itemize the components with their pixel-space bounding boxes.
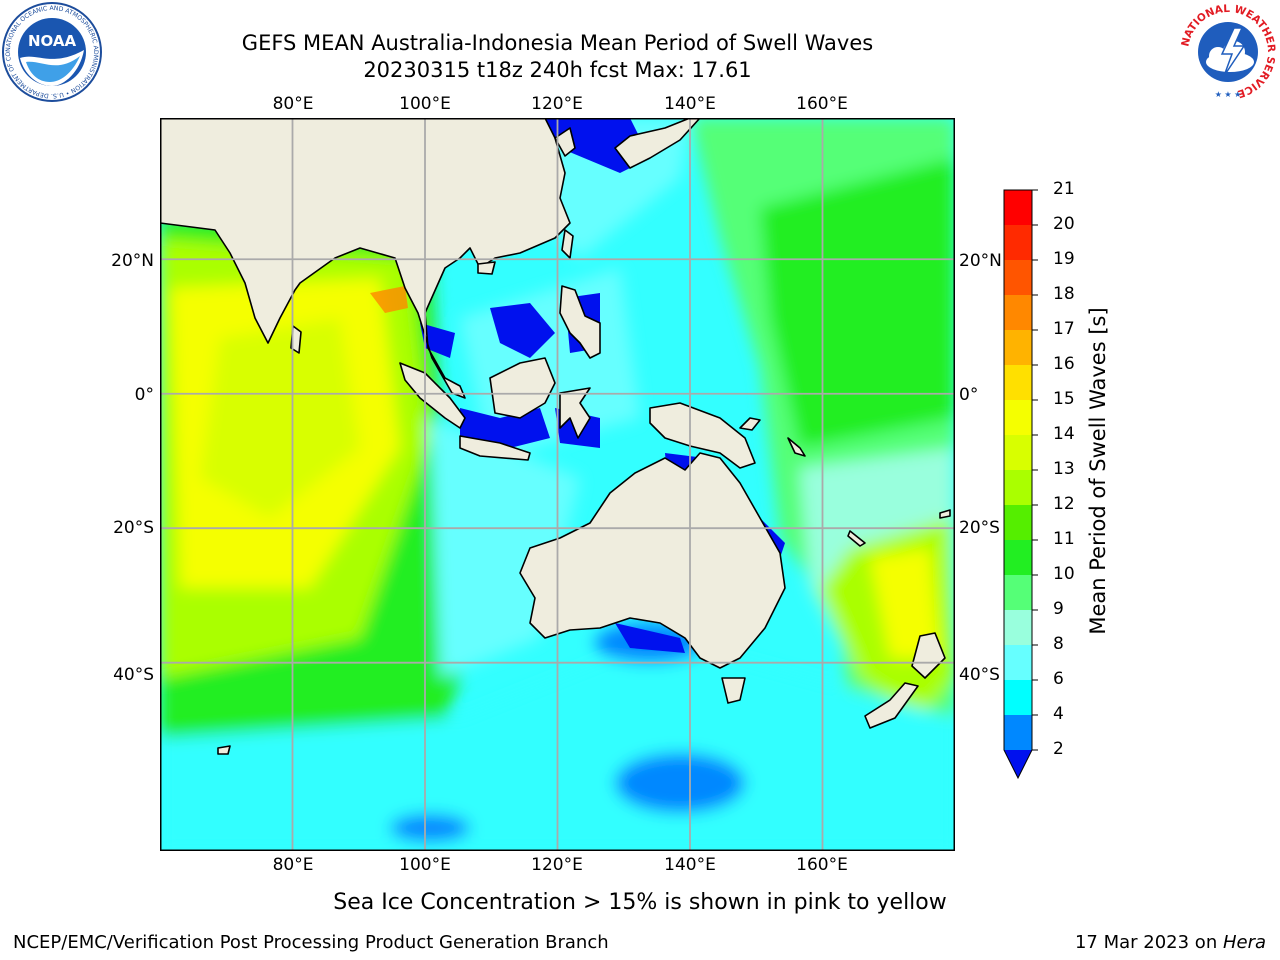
colorbar-tick-label: 4	[1053, 704, 1064, 724]
colorbar-bin-9-10	[1004, 575, 1032, 611]
colorbar-tick-label: 15	[1053, 389, 1075, 409]
colorbar-tick-label: 12	[1053, 494, 1075, 514]
left-lat-label-20n: 20°N	[111, 251, 154, 271]
colorbar-bin-2-4	[1004, 715, 1032, 751]
footer-host: Hera	[1222, 932, 1266, 953]
chart-title: GEFS MEAN Australia-Indonesia Mean Perio…	[241, 31, 874, 55]
sea-ice-note: Sea Ice Concentration > 15% is shown in …	[333, 890, 947, 915]
colorbar-bin-18-19	[1004, 260, 1032, 296]
noaa-logo: NATIONAL OCEANIC AND ATMOSPHERIC ADMINIS…	[2, 2, 102, 102]
top-lon-label-80: 80°E	[272, 94, 314, 114]
colorbar-bin-6-8	[1004, 645, 1032, 681]
colorbar-bin-20-21	[1004, 190, 1032, 226]
left-lat-label-40s: 40°S	[113, 665, 154, 685]
colorbar-tick-label: 11	[1053, 529, 1075, 549]
colorbar-tick-label: 19	[1053, 249, 1075, 269]
colorbar	[1003, 189, 1038, 780]
colorbar-tick-label: 16	[1053, 354, 1075, 374]
colorbar-tick-label: 9	[1053, 599, 1064, 619]
top-lon-label-120: 120°E	[531, 94, 583, 114]
colorbar-bin-12-13	[1004, 470, 1032, 506]
colorbar-bin-8-9	[1004, 610, 1032, 646]
colorbar-tick-label: 14	[1053, 424, 1075, 444]
colorbar-tick-label: 10	[1053, 564, 1075, 584]
bottom-lon-label-120: 120°E	[531, 855, 583, 875]
top-lon-label-140: 140°E	[664, 94, 716, 114]
noaa-logo-text: NOAA	[28, 32, 77, 50]
colorbar-tick-label: 2	[1053, 739, 1064, 759]
colorbar-tick-label: 17	[1053, 319, 1075, 339]
nws-logo: NATIONAL WEATHER SERVICE ★ ★ ★	[1179, 3, 1277, 101]
top-lon-label-100: 100°E	[399, 94, 451, 114]
bottom-lon-label-140: 140°E	[664, 855, 716, 875]
colorbar-bin-16-17	[1004, 330, 1032, 366]
colorbar-tick-label: 6	[1053, 669, 1064, 689]
map-gridlines	[160, 118, 955, 851]
land	[160, 118, 951, 755]
svg-text:★ ★ ★: ★ ★ ★	[1215, 90, 1242, 99]
footer-credit: NCEP/EMC/Verification Post Processing Pr…	[13, 932, 609, 953]
colorbar-bin-10-11	[1004, 540, 1032, 576]
colorbar-bin-4-6	[1004, 680, 1032, 716]
footer-date: 17 Mar 2023 on Hera	[1075, 932, 1266, 953]
colorbar-bin-13-14	[1004, 435, 1032, 471]
colorbar-bin-14-15	[1004, 400, 1032, 436]
bottom-lon-label-160: 160°E	[796, 855, 848, 875]
colorbar-extend-triangle	[1004, 750, 1032, 778]
footer-date-text: 17 Mar 2023 on	[1074, 932, 1223, 953]
colorbar-bin-17-18	[1004, 295, 1032, 331]
colorbar-label: Mean Period of Swell Waves [s]	[1086, 307, 1110, 635]
right-lat-label-0: 0°	[959, 385, 979, 405]
left-lat-label-20s: 20°S	[113, 518, 154, 538]
chart-subtitle: 20230315 t18z 240h fcst Max: 17.61	[363, 58, 752, 82]
swell-period-map	[160, 118, 955, 851]
colorbar-bin-19-20	[1004, 225, 1032, 261]
map-border	[160, 118, 955, 851]
colorbar-tick-label: 13	[1053, 459, 1075, 479]
right-lat-label-20s: 20°S	[959, 518, 1000, 538]
bottom-lon-label-80: 80°E	[272, 855, 314, 875]
colorbar-tick-label: 20	[1053, 214, 1075, 234]
left-lat-label-0: 0°	[134, 385, 154, 405]
bottom-lon-label-100: 100°E	[399, 855, 451, 875]
right-lat-label-40s: 40°S	[959, 665, 1000, 685]
right-lat-label-20n: 20°N	[959, 251, 1002, 271]
colorbar-tick-label: 8	[1053, 634, 1064, 654]
colorbar-tick-label: 21	[1053, 179, 1075, 199]
colorbar-outline	[1003, 189, 1033, 780]
colorbar-bin-15-16	[1004, 365, 1032, 401]
colorbar-tick-label: 18	[1053, 284, 1075, 304]
colorbar-bin-11-12	[1004, 505, 1032, 541]
max-period-spot	[370, 286, 408, 313]
top-lon-label-160: 160°E	[796, 94, 848, 114]
